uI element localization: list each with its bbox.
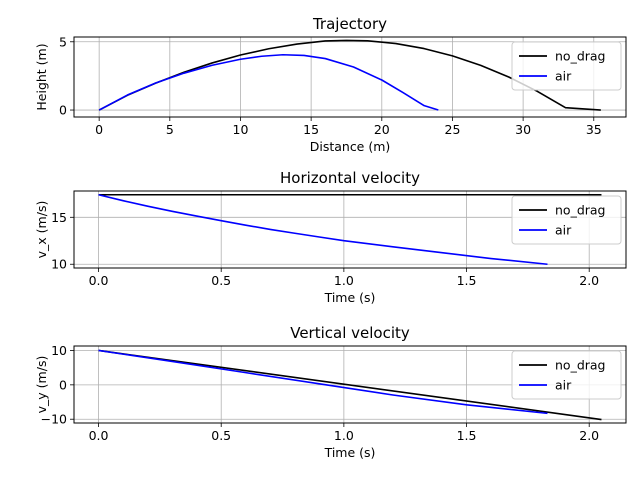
x-tick-label: 10 [233, 122, 249, 137]
y-tick-label: 15 [51, 210, 67, 225]
y-tick-label: 0 [59, 103, 67, 118]
series-line-air [98, 349, 548, 415]
legend-box [511, 41, 622, 91]
x-tick-label: 0.5 [211, 428, 231, 443]
x-tick-label: 5 [166, 122, 174, 137]
series-line-air [98, 193, 548, 266]
x-tick-label: 1.0 [334, 273, 354, 288]
legend-label-no_drag: no_drag [555, 358, 606, 373]
chart-title: Trajectory [312, 15, 387, 33]
x-tick-label: 15 [303, 122, 319, 137]
legend-label-air: air [555, 378, 572, 393]
x-tick-label: 1.0 [334, 428, 354, 443]
y-axis-label: v_x (m/s) [34, 201, 49, 259]
legend-label-air: air [555, 223, 572, 238]
x-tick-label: 35 [586, 122, 602, 137]
axes-frame [73, 190, 627, 269]
x-tick-label: 30 [515, 122, 531, 137]
y-axis-label: v_y (m/s) [34, 356, 49, 414]
x-axis-label: Distance (m) [310, 139, 391, 154]
legend-label-no_drag: no_drag [555, 203, 606, 218]
x-tick-label: 0.0 [89, 428, 109, 443]
legend-box [511, 350, 622, 400]
x-tick-label: 0.5 [211, 273, 231, 288]
legend-label-air: air [555, 69, 572, 84]
y-tick-label: 10 [51, 343, 67, 358]
horizontal-velocity-axes: 0.0 0.5 1.0 1.5 2.0 10 15 Horizontal velocity Ti… [34, 169, 627, 305]
chart-title: Horizontal velocity [280, 169, 420, 187]
chart-title: Vertical velocity [290, 324, 410, 342]
x-axis-label: Time (s) [324, 290, 376, 305]
y-axis-label: Height (m) [34, 43, 49, 110]
y-tick-label: −10 [41, 412, 67, 427]
axes-frame [73, 36, 627, 118]
x-tick-label: 20 [374, 122, 390, 137]
x-axis-label: Time (s) [324, 445, 376, 460]
y-tick-label: 10 [51, 257, 67, 272]
x-tick-label: 1.5 [457, 273, 477, 288]
series-line-air [98, 53, 439, 111]
vertical-velocity-axes: 0.0 0.5 1.0 1.5 2.0 −10 0 10 Vertical velocity Ti… [34, 324, 627, 460]
y-tick-label: 0 [59, 377, 67, 392]
x-tick-label: 2.0 [579, 273, 599, 288]
legend-label-no_drag: no_drag [555, 49, 606, 64]
series-line-no_drag [98, 349, 602, 421]
trajectory-axes: 0 5 10 15 20 25 30 35 0 5 Trajectory Distance (m) He… [34, 15, 627, 154]
x-tick-label: 25 [445, 122, 461, 137]
x-tick-label: 2.0 [579, 428, 599, 443]
series-line-no_drag [98, 39, 601, 111]
x-tick-label: 0 [95, 122, 103, 137]
x-tick-label: 1.5 [457, 428, 477, 443]
legend-box [511, 195, 622, 245]
y-tick-label: 5 [59, 34, 67, 49]
x-tick-label: 0.0 [89, 273, 109, 288]
